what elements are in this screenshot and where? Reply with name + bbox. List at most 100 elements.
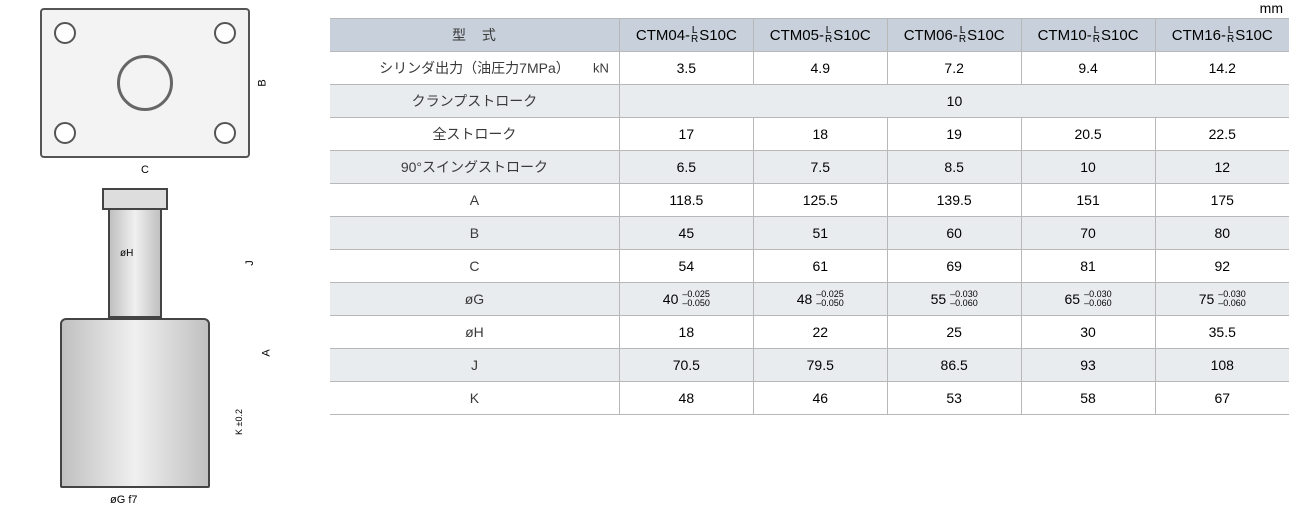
data-cell: 92 <box>1155 250 1289 283</box>
row-label-cell: B <box>330 217 619 250</box>
data-cell: 108 <box>1155 349 1289 382</box>
data-cell: 54 <box>619 250 753 283</box>
row-label-cell: A <box>330 184 619 217</box>
data-cell: 45 <box>619 217 753 250</box>
data-cell: 139.5 <box>887 184 1021 217</box>
table-row: J 70.579.586.593108 <box>330 349 1289 382</box>
data-cell: 10 <box>1021 151 1155 184</box>
table-row: A 118.5125.5139.5151175 <box>330 184 1289 217</box>
row-label: øH <box>465 324 484 340</box>
data-cell: 80 <box>1155 217 1289 250</box>
row-label: クランプストローク <box>412 93 538 109</box>
table-header-row: 型 式 CTM04- LR S10C CTM05- LR S10C <box>330 19 1289 52</box>
data-cell: 25 <box>887 316 1021 349</box>
model-header: CTM06- LR S10C <box>887 19 1021 52</box>
dim-label-B: B <box>256 79 268 86</box>
data-cell: 175 <box>1155 184 1289 217</box>
dim-label-C: C <box>141 164 149 176</box>
spec-table: 型 式 CTM04- LR S10C CTM05- LR S10C <box>330 18 1289 415</box>
model-header: CTM10- LR S10C <box>1021 19 1155 52</box>
data-cell: 61 <box>753 250 887 283</box>
data-cell: 18 <box>753 118 887 151</box>
data-cell: 46 <box>753 382 887 415</box>
dim-label-phiH: øH <box>120 248 133 259</box>
table-row: K4846535867 <box>330 382 1289 415</box>
table-row: シリンダ出力（油圧力7MPa） kN 3.54.97.29.414.2 <box>330 52 1289 85</box>
row-label-cell: J <box>330 349 619 382</box>
data-cell: 69 <box>887 250 1021 283</box>
table-column: mm 型 式 CTM04- LR S10C <box>330 0 1299 510</box>
diagram-side-view: A J K ±0.2 øH øG f7 <box>40 188 250 488</box>
row-label: 90°スイングストローク <box>401 159 548 175</box>
data-cell: 9.4 <box>1021 52 1155 85</box>
data-cell: 81 <box>1021 250 1155 283</box>
data-cell: 3.5 <box>619 52 753 85</box>
data-cell: 70 <box>1021 217 1155 250</box>
data-cell: 118.5 <box>619 184 753 217</box>
data-cell: 10 <box>619 85 1289 118</box>
data-cell: 79.5 <box>753 349 887 382</box>
dim-label-J: J <box>243 260 255 266</box>
model-header: CTM05- LR S10C <box>753 19 887 52</box>
row-label: øG <box>465 291 484 307</box>
data-cell: 22.5 <box>1155 118 1289 151</box>
diagram-top-view: B C <box>40 8 250 158</box>
data-cell: 8.5 <box>887 151 1021 184</box>
data-cell: 20.5 <box>1021 118 1155 151</box>
data-cell: 12 <box>1155 151 1289 184</box>
data-cell: 30 <box>1021 316 1155 349</box>
row-label-cell: K <box>330 382 619 415</box>
row-label: A <box>470 192 479 208</box>
data-cell: 7.5 <box>753 151 887 184</box>
table-row: C 5461698192 <box>330 250 1289 283</box>
row-label-cell: クランプストローク <box>330 85 619 118</box>
dim-label-phiG: øG f7 <box>110 494 138 506</box>
row-label-cell: øH <box>330 316 619 349</box>
dim-label-A: A <box>260 349 272 356</box>
row-label-cell: 全ストローク <box>330 118 619 151</box>
row-label: B <box>470 225 479 241</box>
data-cell: 35.5 <box>1155 316 1289 349</box>
row-label: C <box>469 258 479 274</box>
data-cell: 7.2 <box>887 52 1021 85</box>
data-cell: 14.2 <box>1155 52 1289 85</box>
data-cell: 67 <box>1155 382 1289 415</box>
unit-label: mm <box>330 0 1289 18</box>
data-cell: 19 <box>887 118 1021 151</box>
model-header: CTM04- LR S10C <box>619 19 753 52</box>
dim-label-K: K ±0.2 <box>234 409 244 435</box>
data-cell: 17 <box>619 118 753 151</box>
data-cell: 51 <box>753 217 887 250</box>
row-label-cell: 90°スイングストローク <box>330 151 619 184</box>
row-unit: kN <box>593 61 609 76</box>
table-row: B 4551607080 <box>330 217 1289 250</box>
table-row: クランプストローク 10 <box>330 85 1289 118</box>
row-label-cell: øG <box>330 283 619 316</box>
table-row: øG 40–0.025–0.05048–0.025–0.05055–0.030–0… <box>330 283 1289 316</box>
table-row: 全ストローク 17181920.522.5 <box>330 118 1289 151</box>
data-cell: 48–0.025–0.050 <box>753 283 887 316</box>
row-label: J <box>471 357 478 373</box>
data-cell: 75–0.030–0.060 <box>1155 283 1289 316</box>
data-cell: 70.5 <box>619 349 753 382</box>
data-cell: 53 <box>887 382 1021 415</box>
row-label: K <box>470 390 479 406</box>
data-cell: 60 <box>887 217 1021 250</box>
data-cell: 18 <box>619 316 753 349</box>
data-cell: 65–0.030–0.060 <box>1021 283 1155 316</box>
data-cell: 55–0.030–0.060 <box>887 283 1021 316</box>
table-row: øH 1822253035.5 <box>330 316 1289 349</box>
data-cell: 4.9 <box>753 52 887 85</box>
data-cell: 151 <box>1021 184 1155 217</box>
data-cell: 86.5 <box>887 349 1021 382</box>
row-label: 全ストローク <box>432 126 516 142</box>
diagram-column: B C A J K ±0.2 øH øG f7 <box>0 0 330 510</box>
data-cell: 22 <box>753 316 887 349</box>
row-label: シリンダ出力（油圧力7MPa） <box>379 60 570 76</box>
data-cell: 58 <box>1021 382 1155 415</box>
header-label-cell: 型 式 <box>330 19 619 52</box>
data-cell: 93 <box>1021 349 1155 382</box>
row-label-cell: C <box>330 250 619 283</box>
data-cell: 125.5 <box>753 184 887 217</box>
data-cell: 40–0.025–0.050 <box>619 283 753 316</box>
